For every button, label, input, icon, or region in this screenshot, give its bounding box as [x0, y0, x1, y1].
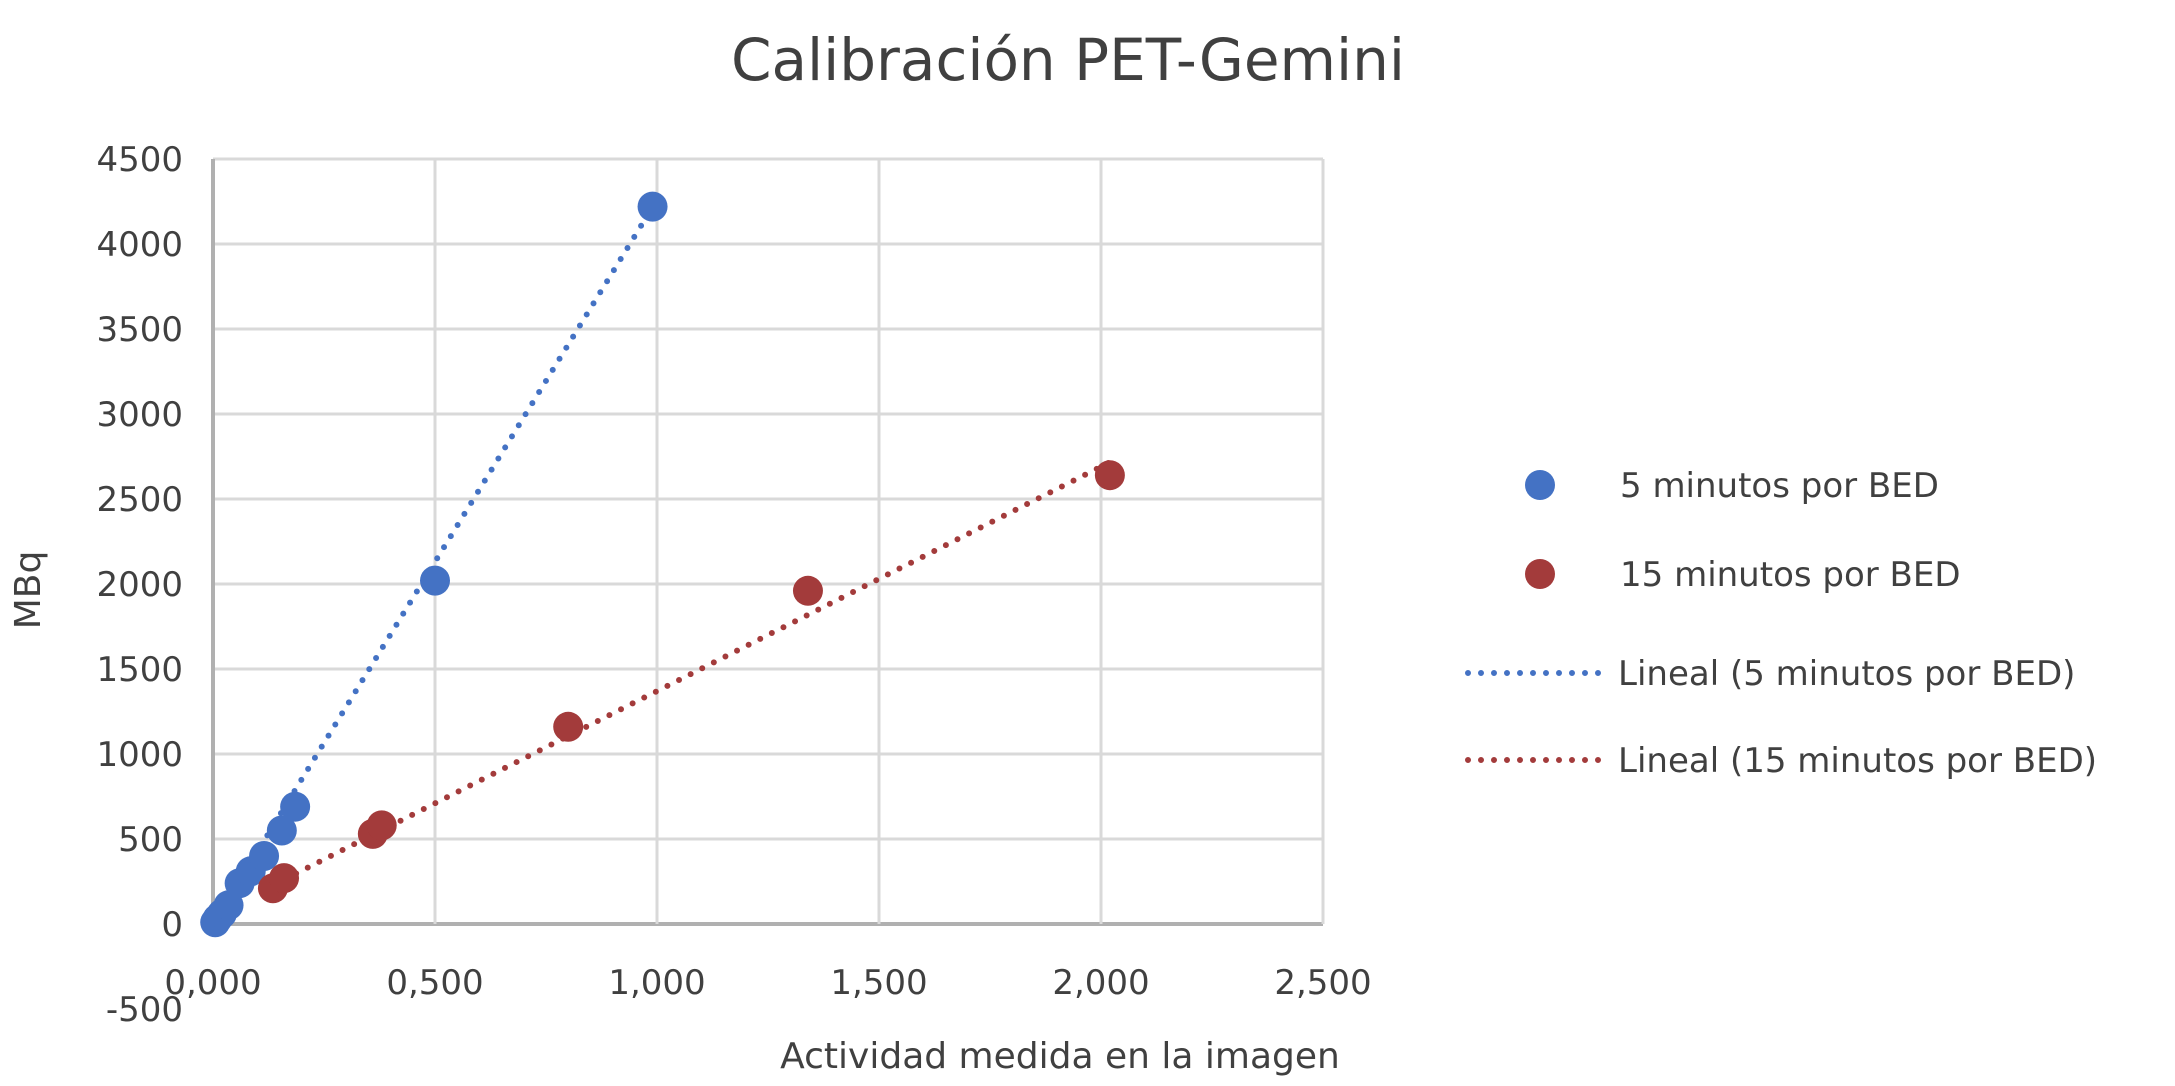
data-point — [792, 575, 823, 606]
y-tick-label: 0 — [161, 905, 183, 945]
y-tick-label: 500 — [118, 820, 183, 860]
data-point — [266, 815, 297, 846]
y-tick-label: 4000 — [96, 225, 183, 265]
trendline — [269, 459, 1113, 889]
legend-marker — [1525, 559, 1555, 589]
legend-label: 15 minutos por BED — [1620, 555, 1961, 595]
legend-label: 5 minutos por BED — [1620, 466, 1939, 506]
y-tick-label: 2000 — [96, 565, 183, 605]
data-point — [420, 565, 450, 596]
legend-label: Lineal (5 minutos por BED) — [1618, 654, 2075, 694]
data-point — [366, 810, 397, 841]
legend-label: Lineal (15 minutos por BED) — [1618, 741, 2097, 781]
data-point — [280, 791, 311, 822]
x-tick-label: 0,500 — [386, 963, 483, 1003]
y-axis-label: MBq — [8, 551, 49, 630]
data-point — [249, 841, 280, 871]
data-point — [213, 890, 244, 921]
y-tick-label: 3000 — [96, 395, 183, 435]
x-tick-label: 2,000 — [1052, 963, 1149, 1003]
legend-marker — [1525, 470, 1555, 500]
data-point — [637, 191, 668, 222]
x-tick-label: 1,000 — [608, 963, 705, 1003]
legend: 5 minutos por BED 15 minutos por BED Linea… — [1465, 466, 2097, 781]
x-axis-label: Actividad medida en la imagen — [780, 1036, 1340, 1077]
x-tick-label: 2,500 — [1274, 963, 1371, 1003]
data-point — [1094, 460, 1125, 491]
y-tick-label: -500 — [106, 990, 183, 1030]
data-point — [553, 711, 584, 742]
data-point — [269, 863, 300, 894]
chart-title: Calibración PET-Gemini — [731, 26, 1405, 94]
y-tick-label: 3500 — [96, 310, 183, 350]
x-tick-label: 0,000 — [164, 963, 261, 1003]
y-tick-label: 2500 — [96, 480, 183, 520]
y-tick-label: 4500 — [96, 140, 183, 180]
y-tick-label: 1500 — [96, 650, 183, 690]
y-tick-label: 1000 — [96, 735, 183, 775]
x-tick-label: 1,500 — [830, 963, 927, 1003]
